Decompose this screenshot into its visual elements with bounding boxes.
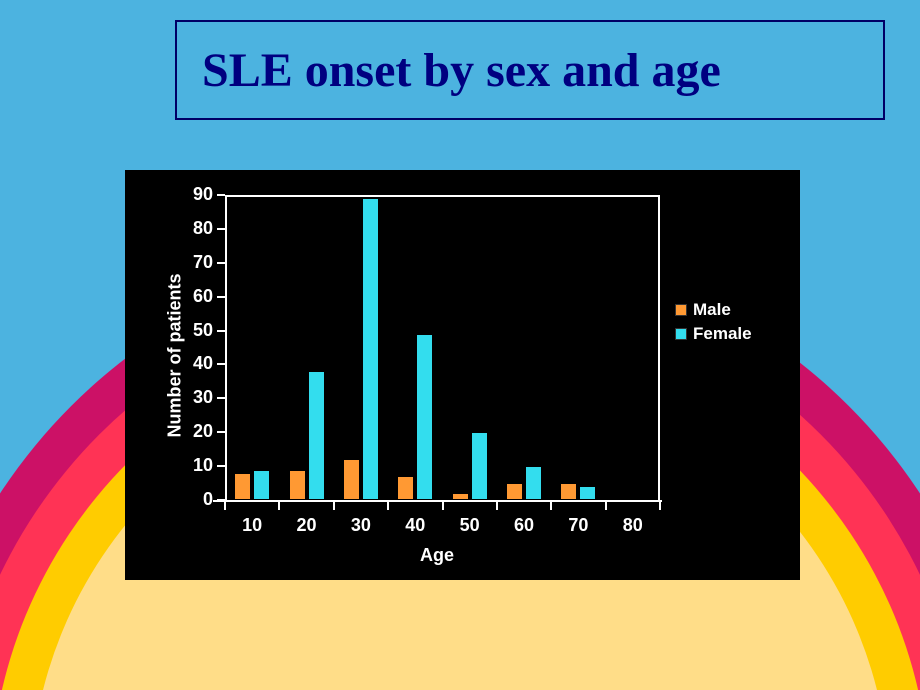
title-container: SLE onset by sex and age	[175, 20, 885, 120]
x-axis-title: Age	[420, 545, 454, 566]
plot-area	[225, 195, 660, 500]
x-tick-label: 80	[618, 515, 648, 536]
bar-female	[416, 334, 433, 500]
x-tick-label: 10	[237, 515, 267, 536]
legend-swatch	[675, 328, 687, 340]
x-tick	[224, 502, 226, 510]
y-tick	[217, 431, 225, 433]
bar-female	[471, 432, 488, 500]
y-axis-line	[225, 195, 227, 502]
y-tick-label: 30	[183, 387, 213, 408]
x-tick-label: 70	[563, 515, 593, 536]
y-tick	[217, 194, 225, 196]
bar-male	[560, 483, 577, 500]
y-tick	[217, 499, 225, 501]
legend-label: Female	[693, 324, 752, 344]
x-tick	[278, 502, 280, 510]
chart-container: Number of patients Age MaleFemale 010203…	[125, 170, 800, 580]
y-tick	[217, 363, 225, 365]
bar-male	[397, 476, 414, 500]
y-tick	[217, 465, 225, 467]
bar-male	[506, 483, 523, 500]
y-tick-label: 10	[183, 455, 213, 476]
x-tick-label: 60	[509, 515, 539, 536]
y-tick	[217, 397, 225, 399]
x-tick	[387, 502, 389, 510]
y-tick-label: 20	[183, 421, 213, 442]
y-tick	[217, 228, 225, 230]
x-tick	[550, 502, 552, 510]
y-tick-label: 0	[183, 489, 213, 510]
legend-item: Male	[675, 300, 775, 320]
y-tick-label: 40	[183, 353, 213, 374]
legend-item: Female	[675, 324, 775, 344]
bar-male	[452, 493, 469, 500]
x-tick-label: 40	[400, 515, 430, 536]
bar-female	[525, 466, 542, 500]
legend-swatch	[675, 304, 687, 316]
y-tick-label: 50	[183, 320, 213, 341]
slide-title: SLE onset by sex and age	[202, 43, 721, 98]
bar-male	[234, 473, 251, 500]
y-tick	[217, 296, 225, 298]
bar-female	[362, 198, 379, 500]
y-tick-label: 90	[183, 184, 213, 205]
y-tick	[217, 330, 225, 332]
bar-male	[343, 459, 360, 500]
x-tick-label: 50	[455, 515, 485, 536]
bar-female	[308, 371, 325, 500]
x-tick	[496, 502, 498, 510]
x-tick-label: 30	[346, 515, 376, 536]
y-tick	[217, 262, 225, 264]
bar-male	[289, 470, 306, 501]
x-tick	[659, 502, 661, 510]
x-tick	[333, 502, 335, 510]
x-tick	[442, 502, 444, 510]
bar-female	[579, 486, 596, 500]
bar-female	[253, 470, 270, 501]
y-tick-label: 80	[183, 218, 213, 239]
x-tick-label: 20	[292, 515, 322, 536]
legend-label: Male	[693, 300, 731, 320]
y-tick-label: 60	[183, 286, 213, 307]
legend: Male Female	[675, 300, 775, 348]
y-tick-label: 70	[183, 252, 213, 273]
x-tick	[605, 502, 607, 510]
